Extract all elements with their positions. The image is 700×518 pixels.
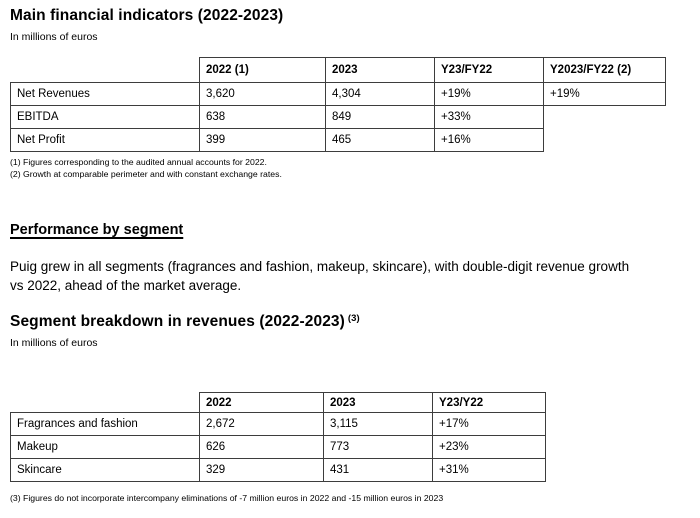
segment-revenues-table: 2022 2023 Y23/Y22 Fragrances and fashion… xyxy=(10,392,546,482)
header-cell-y23fy22: Y23/FY22 xyxy=(434,57,544,83)
section2-title: Performance by segment xyxy=(10,222,184,238)
table-row: Skincare 329 431 +31% xyxy=(10,458,546,482)
section1-title: Main financial indicators (2022-2023) xyxy=(10,7,284,24)
section1-footnotes: (1) Figures corresponding to the audited… xyxy=(10,156,282,180)
empty-corner-cell xyxy=(11,393,200,413)
value-cell: +19% xyxy=(434,82,544,106)
value-cell: 638 xyxy=(199,105,326,129)
value-cell: 3,620 xyxy=(199,82,326,106)
table-row: EBITDA 638 849 +33% xyxy=(10,105,666,129)
value-cell: 4,304 xyxy=(325,82,435,106)
value-cell: 2,672 xyxy=(199,412,324,436)
footnote-2: (2) Growth at comparable perimeter and w… xyxy=(10,169,282,179)
footnote-1: (1) Figures corresponding to the audited… xyxy=(10,157,267,167)
table-header-row: 2022 2023 Y23/Y22 xyxy=(11,392,546,413)
financial-indicators-table: 2022 (1) 2023 Y23/FY22 Y2023/FY22 (2) Ne… xyxy=(10,57,666,152)
value-cell: +19% xyxy=(543,82,666,106)
value-cell: 329 xyxy=(199,458,324,482)
value-cell: +17% xyxy=(432,412,546,436)
value-cell: +31% xyxy=(432,458,546,482)
section3-title-superscript: (3) xyxy=(347,313,360,324)
row-label-cell: Fragrances and fashion xyxy=(10,412,200,436)
header-cell-2023: 2023 xyxy=(323,392,433,413)
value-cell: +16% xyxy=(434,128,544,152)
table-row: Net Profit 399 465 +16% xyxy=(10,128,666,152)
row-label-cell: Makeup xyxy=(10,435,200,459)
paragraph-line-1: Puig grew in all segments (fragrances an… xyxy=(10,259,630,274)
table-row: Makeup 626 773 +23% xyxy=(10,435,546,459)
value-cell: 773 xyxy=(323,435,433,459)
value-cell: 399 xyxy=(199,128,326,152)
value-cell: 431 xyxy=(323,458,433,482)
footnote-3: (3) Figures do not incorporate intercomp… xyxy=(10,493,444,503)
value-cell: 465 xyxy=(325,128,435,152)
value-cell: 3,115 xyxy=(323,412,433,436)
row-label-cell: Net Revenues xyxy=(10,82,200,106)
header-cell-2023: 2023 xyxy=(325,57,435,83)
section1-units-label: In millions of euros xyxy=(10,31,98,43)
row-label-cell: Net Profit xyxy=(10,128,200,152)
value-cell: 849 xyxy=(325,105,435,129)
header-cell-2022: 2022 xyxy=(199,392,324,413)
value-cell: +33% xyxy=(434,105,544,129)
value-cell: 626 xyxy=(199,435,324,459)
empty-cell xyxy=(544,106,666,129)
paragraph-line-2: vs 2022, ahead of the market average. xyxy=(10,277,242,293)
section3-title: Segment breakdown in revenues (2022-2023… xyxy=(10,313,360,331)
section3-title-text: Segment breakdown in revenues (2022-2023… xyxy=(10,313,345,330)
header-cell-y23y22: Y23/Y22 xyxy=(432,392,546,413)
row-label-cell: EBITDA xyxy=(10,105,200,129)
header-cell-2022: 2022 (1) xyxy=(199,57,326,83)
table-header-row: 2022 (1) 2023 Y23/FY22 Y2023/FY22 (2) xyxy=(11,57,666,83)
value-cell: +23% xyxy=(432,435,546,459)
empty-cell xyxy=(544,129,666,152)
section3-units-label: In millions of euros xyxy=(10,337,98,349)
table-row: Net Revenues 3,620 4,304 +19% +19% xyxy=(10,82,666,106)
section2-paragraph: Puig grew in all segments (fragrances an… xyxy=(10,258,682,295)
table-row: Fragrances and fashion 2,672 3,115 +17% xyxy=(10,412,546,436)
row-label-cell: Skincare xyxy=(10,458,200,482)
empty-corner-cell xyxy=(11,58,200,83)
header-cell-y2023fy22: Y2023/FY22 (2) xyxy=(543,57,666,83)
